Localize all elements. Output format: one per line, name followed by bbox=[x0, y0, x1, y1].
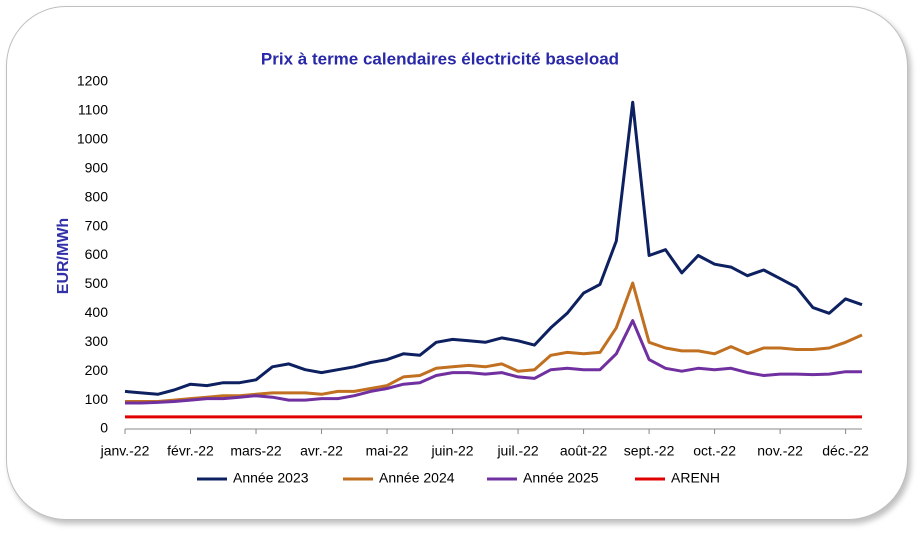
y-tick-label: 300 bbox=[85, 333, 109, 349]
y-tick-label: 200 bbox=[85, 362, 109, 378]
legend-label: Année 2024 bbox=[379, 470, 455, 486]
y-tick-label: 500 bbox=[85, 275, 109, 291]
x-tick-label: avr.-22 bbox=[300, 443, 343, 459]
x-tick-label: janv.-22 bbox=[100, 443, 150, 459]
x-tick-label: mars-22 bbox=[230, 443, 282, 459]
series-line bbox=[124, 100, 863, 396]
x-tick-label: oct.-22 bbox=[693, 443, 736, 459]
series-line bbox=[125, 319, 862, 405]
x-tick-label: déc.-22 bbox=[822, 443, 869, 459]
x-tick-label: juil.-22 bbox=[496, 443, 538, 459]
y-tick-label: 1000 bbox=[77, 131, 108, 147]
y-tick-label: 400 bbox=[85, 304, 109, 320]
x-tick-label: nov.-22 bbox=[757, 443, 803, 459]
x-tick-label: févr.-22 bbox=[167, 443, 214, 459]
y-tick-label: 0 bbox=[100, 420, 108, 436]
y-axis-label: EUR/MWh bbox=[55, 218, 72, 294]
x-tick-label: sept.-22 bbox=[624, 443, 675, 459]
x-tick-label: août-22 bbox=[560, 443, 608, 459]
chart-frame bbox=[6, 6, 908, 520]
chart-title: Prix à terme calendaires électricité bas… bbox=[261, 49, 619, 68]
y-tick-label: 800 bbox=[85, 188, 109, 204]
x-tick-label: juin-22 bbox=[431, 443, 474, 459]
y-tick-label: 900 bbox=[85, 159, 109, 175]
legend-label: Année 2025 bbox=[523, 470, 599, 486]
y-tick-label: 100 bbox=[85, 391, 109, 407]
legend-label: ARENH bbox=[671, 470, 720, 486]
y-tick-label: 600 bbox=[85, 246, 109, 262]
x-tick-label: mai-22 bbox=[366, 443, 409, 459]
y-tick-label: 700 bbox=[85, 217, 109, 233]
y-tick-label: 1100 bbox=[78, 102, 108, 118]
y-tick-label: 1200 bbox=[77, 73, 108, 89]
legend-label: Année 2023 bbox=[233, 470, 309, 486]
